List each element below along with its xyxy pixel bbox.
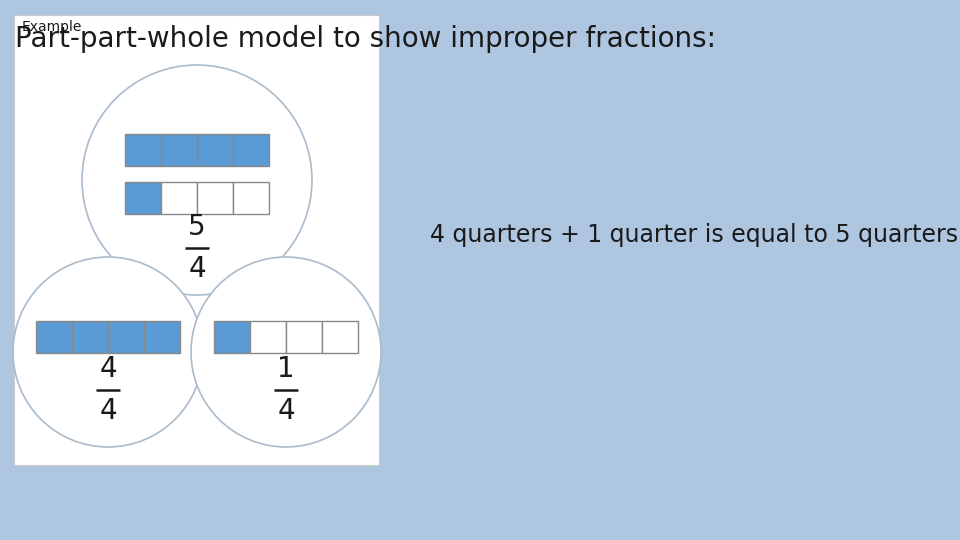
Bar bbox=[108, 321, 144, 353]
Bar bbox=[197, 182, 233, 214]
Bar bbox=[286, 321, 322, 353]
Text: 4: 4 bbox=[99, 355, 117, 383]
Bar bbox=[161, 134, 197, 166]
Bar bbox=[161, 182, 197, 214]
Circle shape bbox=[82, 65, 312, 295]
Text: 4: 4 bbox=[277, 397, 295, 425]
Bar bbox=[233, 134, 269, 166]
Bar bbox=[233, 182, 269, 214]
Bar bbox=[125, 182, 161, 214]
Text: 1: 1 bbox=[277, 355, 295, 383]
Text: 4: 4 bbox=[188, 255, 205, 283]
Bar bbox=[72, 321, 108, 353]
Bar bbox=[250, 321, 286, 353]
Text: 4 quarters + 1 quarter is equal to 5 quarters.: 4 quarters + 1 quarter is equal to 5 qua… bbox=[430, 223, 960, 247]
Bar bbox=[214, 321, 250, 353]
Bar bbox=[322, 321, 358, 353]
FancyBboxPatch shape bbox=[14, 15, 379, 465]
Circle shape bbox=[191, 257, 381, 447]
Bar bbox=[125, 134, 161, 166]
Bar bbox=[36, 321, 72, 353]
Text: Example: Example bbox=[22, 20, 83, 34]
Text: 5: 5 bbox=[188, 213, 205, 241]
Text: 4: 4 bbox=[99, 397, 117, 425]
Circle shape bbox=[13, 257, 203, 447]
Bar bbox=[144, 321, 180, 353]
Bar bbox=[197, 134, 233, 166]
Text: Part-part-whole model to show improper fractions:: Part-part-whole model to show improper f… bbox=[15, 25, 716, 53]
